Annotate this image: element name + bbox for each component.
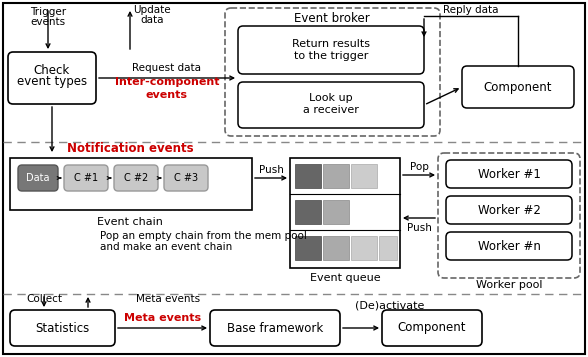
Text: (De)activate: (De)activate	[355, 300, 425, 310]
Text: Worker #2: Worker #2	[477, 203, 540, 216]
FancyBboxPatch shape	[438, 153, 580, 278]
Text: Data: Data	[26, 173, 50, 183]
FancyBboxPatch shape	[446, 160, 572, 188]
Text: events: events	[146, 90, 188, 100]
Bar	[10, 158, 252, 210]
Text: Inter-component: Inter-component	[115, 77, 219, 87]
FancyBboxPatch shape	[238, 26, 424, 74]
FancyBboxPatch shape	[164, 165, 208, 191]
Bar	[295, 164, 321, 188]
FancyBboxPatch shape	[446, 196, 572, 224]
FancyBboxPatch shape	[238, 82, 424, 128]
FancyBboxPatch shape	[8, 52, 96, 104]
FancyBboxPatch shape	[10, 310, 115, 346]
FancyBboxPatch shape	[225, 8, 440, 136]
Text: Component: Component	[484, 80, 552, 94]
Text: Base framework: Base framework	[227, 322, 323, 335]
Text: Collect: Collect	[26, 294, 62, 304]
Text: Push: Push	[406, 223, 432, 233]
Text: Push: Push	[259, 165, 283, 175]
Bar	[351, 236, 377, 260]
Text: and make an event chain: and make an event chain	[100, 242, 232, 252]
Bar	[295, 200, 321, 224]
Text: Event chain: Event chain	[97, 217, 163, 227]
Text: Component: Component	[397, 322, 466, 335]
Text: Notification events: Notification events	[66, 142, 193, 156]
Text: Return results: Return results	[292, 39, 370, 49]
FancyBboxPatch shape	[382, 310, 482, 346]
Bar	[351, 164, 377, 188]
Text: Pop: Pop	[410, 162, 429, 172]
Text: data: data	[141, 15, 163, 25]
Text: Look up: Look up	[309, 93, 353, 103]
Text: Meta events: Meta events	[136, 294, 200, 304]
Bar	[323, 164, 349, 188]
Bar	[379, 236, 397, 260]
Text: Statistics: Statistics	[35, 322, 89, 335]
Text: Update: Update	[133, 5, 171, 15]
FancyBboxPatch shape	[18, 165, 58, 191]
Text: Worker pool: Worker pool	[476, 280, 542, 290]
Text: events: events	[31, 17, 66, 27]
Bar	[323, 200, 349, 224]
Text: Worker #n: Worker #n	[477, 240, 540, 252]
Text: Trigger: Trigger	[30, 7, 66, 17]
FancyBboxPatch shape	[462, 66, 574, 108]
Text: to the trigger: to the trigger	[294, 51, 368, 61]
FancyBboxPatch shape	[210, 310, 340, 346]
Text: Meta events: Meta events	[125, 313, 202, 323]
Text: Pop an empty chain from the mem pool: Pop an empty chain from the mem pool	[100, 231, 307, 241]
Bar	[290, 158, 400, 268]
Text: C #1: C #1	[74, 173, 98, 183]
Text: a receiver: a receiver	[303, 105, 359, 115]
Text: Request data: Request data	[132, 63, 202, 73]
FancyBboxPatch shape	[446, 232, 572, 260]
Bar	[295, 236, 321, 260]
FancyBboxPatch shape	[64, 165, 108, 191]
Text: C #3: C #3	[174, 173, 198, 183]
Text: Reply data: Reply data	[443, 5, 499, 15]
Text: event types: event types	[17, 75, 87, 89]
Text: C #2: C #2	[124, 173, 148, 183]
Text: Check: Check	[34, 64, 70, 76]
Bar	[323, 236, 349, 260]
Text: Event queue: Event queue	[310, 273, 380, 283]
FancyBboxPatch shape	[114, 165, 158, 191]
Text: Event broker: Event broker	[294, 11, 370, 25]
Text: Worker #1: Worker #1	[477, 167, 540, 181]
